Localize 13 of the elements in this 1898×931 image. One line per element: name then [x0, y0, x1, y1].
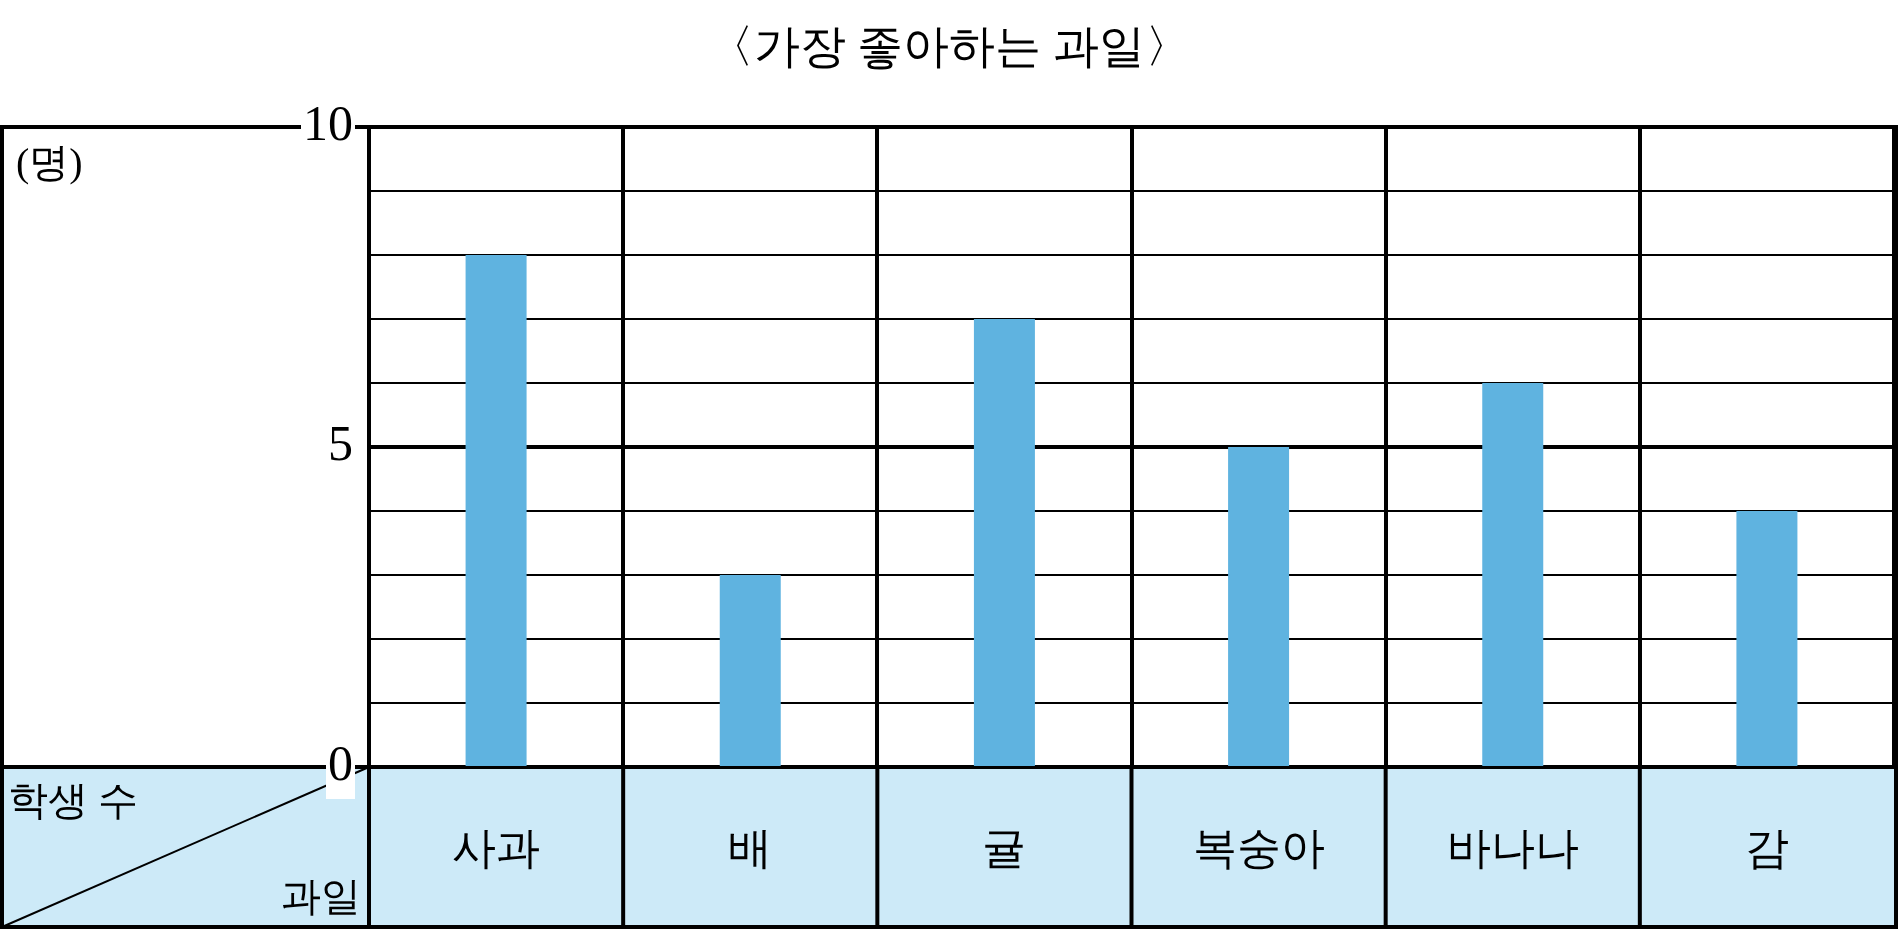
text: (명) — [16, 139, 83, 185]
y-tick-label: 0 — [328, 735, 353, 792]
y-tick-label: 10 — [303, 95, 353, 152]
x-tick-label: 귤 — [982, 823, 1027, 873]
y-axis-title: 학생 수 — [8, 777, 138, 823]
x-tick-label: 바나나 — [1446, 823, 1579, 873]
x-tick-label: 감 — [1744, 823, 1789, 873]
x-tick-label: 사과 — [452, 823, 541, 873]
x-axis-title: 과일 — [281, 873, 361, 919]
y-tick-label: 5 — [328, 415, 353, 472]
x-tick-label: 배 — [728, 823, 773, 873]
chart-title: 〈가장 좋아하는 과일〉 — [707, 21, 1191, 73]
x-tick-label: 복숭아 — [1192, 823, 1325, 873]
